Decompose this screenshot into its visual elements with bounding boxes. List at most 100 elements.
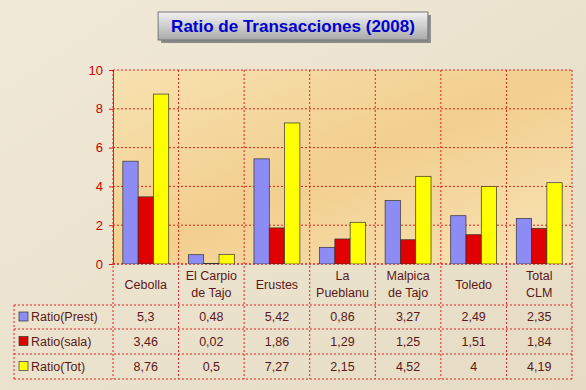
bar bbox=[400, 240, 415, 264]
bar bbox=[204, 263, 219, 264]
legend-swatch bbox=[19, 312, 28, 321]
tick-mark bbox=[109, 186, 113, 187]
legend-swatch bbox=[19, 362, 28, 371]
tick: 0 bbox=[96, 257, 113, 272]
table-value: 0,86 bbox=[330, 310, 354, 324]
column-divider bbox=[506, 70, 507, 379]
tick: 8 bbox=[96, 101, 113, 116]
table-value: 2,15 bbox=[330, 360, 354, 374]
category-label: TotalCLM bbox=[526, 269, 552, 300]
grid-line bbox=[113, 225, 572, 226]
title-background bbox=[158, 12, 428, 40]
table-value: 1,29 bbox=[330, 335, 354, 349]
bar bbox=[350, 222, 365, 264]
table-value: 8,76 bbox=[134, 360, 158, 374]
legend-swatch bbox=[19, 337, 28, 346]
tick-label: 4 bbox=[96, 179, 103, 194]
bar bbox=[516, 218, 531, 264]
bar bbox=[188, 255, 203, 264]
category-label: Toledo bbox=[455, 278, 492, 292]
tick: 4 bbox=[96, 179, 113, 194]
table-value: 0,5 bbox=[203, 360, 220, 374]
table-value: 4,19 bbox=[527, 360, 551, 374]
category-labels: Cebolla El Carpiode Tajo Erustes LaPueblanu… bbox=[125, 269, 553, 300]
column-divider bbox=[375, 70, 376, 379]
grid-line bbox=[113, 70, 572, 71]
category-label: El Carpiode Tajo bbox=[186, 269, 237, 300]
grid bbox=[113, 70, 572, 264]
tick-mark bbox=[109, 109, 113, 110]
bar bbox=[285, 123, 300, 264]
table-frame bbox=[14, 70, 572, 379]
table-value: 1,86 bbox=[265, 335, 289, 349]
tick-mark bbox=[109, 70, 113, 71]
grid-line bbox=[113, 186, 572, 187]
bar bbox=[385, 201, 400, 264]
table-value: 2,49 bbox=[461, 310, 485, 324]
grid-line bbox=[113, 108, 572, 109]
table-value: 5,42 bbox=[265, 310, 289, 324]
legend-label: Ratio(Tot) bbox=[31, 360, 85, 374]
tick-mark bbox=[109, 264, 113, 265]
table-value: 3,46 bbox=[134, 335, 158, 349]
column-divider bbox=[309, 70, 310, 379]
row-divider bbox=[14, 329, 572, 330]
bar bbox=[547, 183, 562, 264]
bar bbox=[416, 176, 431, 264]
title-box: Ratio de Transacciones (2008) bbox=[158, 12, 431, 43]
tick-mark bbox=[109, 225, 113, 226]
column-divider bbox=[572, 70, 573, 379]
table-value: 4,52 bbox=[396, 360, 420, 374]
bar bbox=[466, 235, 481, 264]
table-value: 7,27 bbox=[265, 360, 289, 374]
category-label: Cebolla bbox=[125, 278, 167, 292]
bar bbox=[153, 94, 168, 264]
grid-line bbox=[113, 147, 572, 148]
bar bbox=[481, 186, 496, 264]
table-value: 1,51 bbox=[461, 335, 485, 349]
bar bbox=[269, 228, 284, 264]
table-value: 4 bbox=[470, 360, 477, 374]
bar bbox=[451, 216, 466, 264]
column-divider bbox=[178, 70, 179, 379]
bar bbox=[320, 247, 335, 264]
bar bbox=[335, 239, 350, 264]
bars bbox=[123, 94, 562, 264]
bar bbox=[219, 254, 234, 264]
category-label: Erustes bbox=[256, 278, 298, 292]
column-divider bbox=[440, 70, 441, 379]
tick-label: 2 bbox=[96, 218, 103, 233]
row-divider bbox=[14, 354, 572, 355]
bar bbox=[123, 161, 138, 264]
title: Ratio de Transacciones (2008) bbox=[171, 17, 415, 36]
column-divider bbox=[244, 70, 245, 379]
tick: 2 bbox=[96, 218, 113, 233]
tick-label: 0 bbox=[96, 257, 103, 272]
tick: 6 bbox=[96, 140, 113, 155]
bar bbox=[138, 197, 153, 264]
table-value: 5,3 bbox=[137, 310, 154, 324]
row-divider bbox=[14, 379, 572, 380]
table-value: 3,27 bbox=[396, 310, 420, 324]
table-value: 0,02 bbox=[199, 335, 223, 349]
bar bbox=[254, 159, 269, 264]
tick-label: 10 bbox=[89, 63, 103, 78]
data-table: Ratio(Prest) 5,3 0,48 5,42 0,86 3,27 2,49 2,35 R… bbox=[19, 310, 551, 374]
category-label: Malpicade Tajo bbox=[387, 269, 430, 300]
tick-label: 8 bbox=[96, 101, 103, 116]
tick: 10 bbox=[89, 63, 113, 78]
table-value: 0,48 bbox=[199, 310, 223, 324]
tick-mark bbox=[109, 148, 113, 149]
row-divider bbox=[14, 305, 15, 379]
axis-line bbox=[109, 71, 114, 265]
table-value: 1,25 bbox=[396, 335, 420, 349]
y-axis: 0 2 4 6 8 10 bbox=[89, 63, 114, 272]
row-divider bbox=[14, 305, 572, 306]
table-value: 1,84 bbox=[527, 335, 551, 349]
plot-area bbox=[113, 70, 572, 264]
legend-label: Ratio(Prest) bbox=[31, 310, 98, 324]
chart: 0 2 4 6 8 10 Cebolla El Carpiode Tajo Erustes LaP… bbox=[0, 0, 586, 390]
category-label: LaPueblanu bbox=[316, 269, 369, 300]
table-value: 2,35 bbox=[527, 310, 551, 324]
tick-label: 6 bbox=[96, 140, 103, 155]
